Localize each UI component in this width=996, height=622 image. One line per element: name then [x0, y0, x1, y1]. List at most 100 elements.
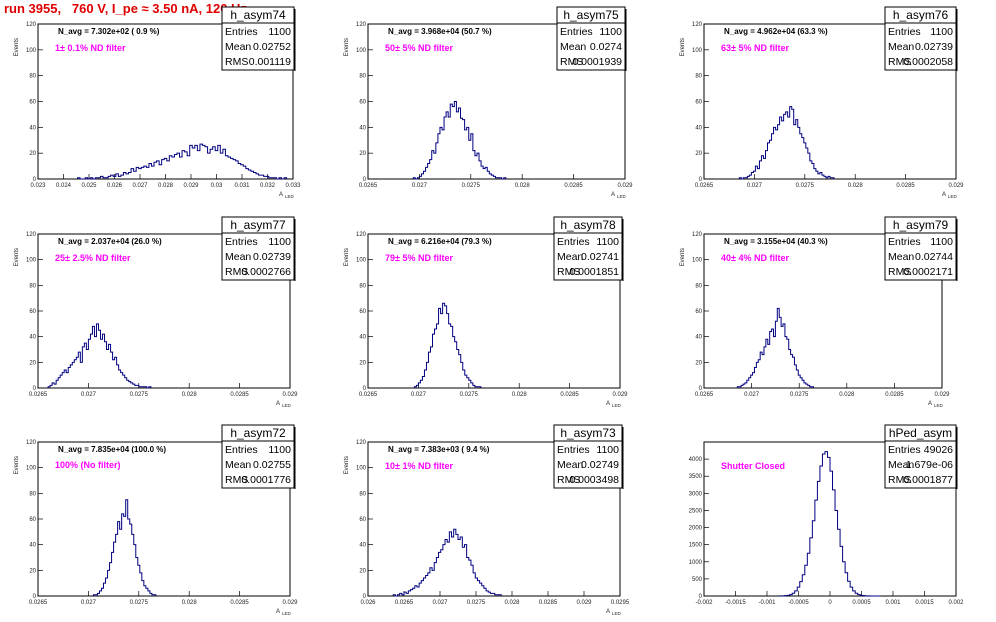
y-tick-label: 100	[356, 466, 367, 472]
y-tick-label: 60	[359, 309, 366, 315]
histogram-panel: 0 20 40 60 80 100 120 0.0265 0.027 0.0275 0.028 0.0…	[680, 6, 964, 199]
stat-label-rms: RMS	[225, 266, 248, 278]
y-tick-label: 80	[359, 283, 366, 289]
y-tick-label: 120	[356, 440, 367, 446]
x-tick-label: 0.0265	[359, 392, 378, 398]
y-tick-label: 20	[359, 360, 366, 366]
histogram-panel: 0 20 40 60 80 100 120 0.0265 0.027 0.0275 0.028 0.0…	[14, 424, 298, 616]
y-tick-label: 100	[356, 258, 367, 264]
stats-values-box	[221, 440, 295, 489]
y-axis-title: Events	[680, 38, 686, 56]
y-tick-label: 100	[692, 48, 703, 54]
stat-label-rms: RMS	[560, 56, 583, 68]
n-avg-label: N_avg = 2.037e+04 (26.0 %)	[58, 237, 162, 246]
x-tick-label: 0.028	[848, 183, 864, 189]
stat-label-rms: RMS	[888, 56, 911, 68]
y-tick-label: 80	[695, 74, 702, 80]
n-avg-label: N_avg = 7.302e+02 ( 0.9 %)	[58, 27, 160, 36]
x-tick-label: 0.028	[515, 183, 531, 189]
y-tick-label: 40	[29, 125, 36, 131]
x-tick-label: 0.0275	[460, 392, 479, 398]
filter-annotation: 79± 5% ND filter	[385, 253, 453, 263]
x-tick-label: 0.0275	[467, 600, 486, 606]
y-tick-label: 20	[359, 568, 366, 574]
stat-label-mean: Mean	[225, 251, 251, 263]
stat-value-rms: 0.0001877	[903, 474, 953, 486]
y-tick-label: 20	[29, 360, 36, 366]
y-tick-label: 2500	[689, 508, 703, 514]
stat-value-entries: 1100	[268, 26, 291, 38]
x-tick-label: 0.024	[56, 183, 72, 189]
y-tick-label: 100	[356, 48, 367, 54]
x-tick-label: 0.025	[81, 183, 97, 189]
x-tick-label: 0.028	[182, 392, 198, 398]
x-axis-title-subscript: LED	[612, 611, 622, 616]
y-tick-label: 20	[29, 151, 36, 157]
filter-annotation: 10± 1% ND filter	[385, 461, 453, 471]
y-tick-label: 0	[699, 594, 703, 600]
x-axis-title: A	[276, 401, 280, 407]
y-tick-label: 80	[359, 491, 366, 497]
histogram-panel: 0 20 40 60 80 100 120 0.026 0.0265 0.027 0.0275 0.0…	[344, 424, 630, 616]
x-axis-title: A	[279, 192, 283, 198]
stats-values-box	[556, 22, 626, 71]
x-axis-title-subscript: LED	[617, 194, 627, 199]
y-tick-label: 40	[359, 335, 366, 341]
y-tick-label: 500	[692, 577, 703, 583]
x-tick-label: -0.0005	[788, 600, 809, 606]
n-avg-label: N_avg = 6.216e+04 (79.3 %)	[388, 237, 492, 246]
filter-annotation: 50± 5% ND filter	[385, 43, 453, 53]
x-axis-title: A	[606, 401, 610, 407]
stat-value-entries: 1100	[930, 26, 953, 38]
stats-box: h_asym79 Entries 1100 Mean 0.02744 RMS0.00021…	[884, 216, 958, 281]
x-tick-label: 0.029	[617, 183, 633, 189]
stats-values-box	[884, 22, 957, 71]
stat-value-mean: 0.02749	[581, 459, 619, 471]
x-tick-label: 0.0275	[462, 183, 481, 189]
stat-label-entries: Entries	[225, 444, 258, 456]
x-tick-label: 0.027	[132, 183, 148, 189]
x-tick-label: 0.0275	[130, 392, 149, 398]
stat-label-entries: Entries	[888, 26, 921, 38]
n-avg-label: N_avg = 4.962e+04 (63.3 %)	[724, 27, 828, 36]
stat-label-rms: RMS	[225, 56, 248, 68]
y-tick-label: 1000	[689, 560, 703, 566]
stat-label-entries: Entries	[888, 236, 921, 248]
stats-box: h_asym77 Entries 1100 Mean 0.02739 RMS0.00027…	[221, 216, 296, 281]
y-axis-title: Events	[680, 248, 686, 266]
y-tick-label: 0	[33, 177, 37, 183]
stat-value-mean: 0.0274	[590, 41, 622, 53]
x-tick-label: 0.028	[504, 600, 520, 606]
x-tick-label: 0.032	[260, 183, 276, 189]
x-tick-label: -0.0015	[725, 600, 746, 606]
stat-label-mean: Mean	[888, 251, 914, 263]
x-axis-title: A	[606, 609, 610, 615]
x-tick-label: 0.0265	[695, 183, 714, 189]
y-axis-title: Events	[344, 248, 350, 266]
filter-annotation: 40± 4% ND filter	[721, 253, 789, 263]
stats-box: h_asym75 Entries 1100 Mean 0.0274 RMS0.000193…	[556, 6, 627, 71]
stat-label-mean: Mean	[225, 41, 251, 53]
stat-label-entries: Entries	[557, 236, 590, 248]
histogram-panel: 0 20 40 60 80 100 120 0.0265 0.027 0.0275 0.028 0.0…	[344, 216, 628, 408]
histogram-series	[779, 451, 881, 597]
y-tick-label: 40	[359, 125, 366, 131]
x-axis-title-subscript: LED	[934, 403, 944, 408]
y-tick-label: 0	[33, 386, 37, 392]
x-tick-label: 0.001	[885, 600, 901, 606]
stat-label-entries: Entries	[888, 444, 921, 456]
stats-values-box	[553, 232, 623, 281]
x-tick-label: 0.0005	[852, 600, 871, 606]
stat-value-entries: 1100	[596, 236, 619, 248]
histogram-name: h_asym74	[230, 8, 286, 22]
stat-value-entries: 1100	[599, 26, 622, 38]
y-tick-label: 120	[26, 232, 37, 238]
histogram-series	[738, 106, 835, 180]
y-tick-label: 120	[26, 440, 37, 446]
stat-value-entries: 1100	[268, 444, 291, 456]
x-tick-label: 0.0285	[885, 392, 904, 398]
y-axis-title: Events	[14, 248, 20, 266]
x-tick-label: -0.001	[758, 600, 776, 606]
y-axis-title: Events	[344, 38, 350, 56]
x-tick-label: 0.0265	[29, 600, 48, 606]
